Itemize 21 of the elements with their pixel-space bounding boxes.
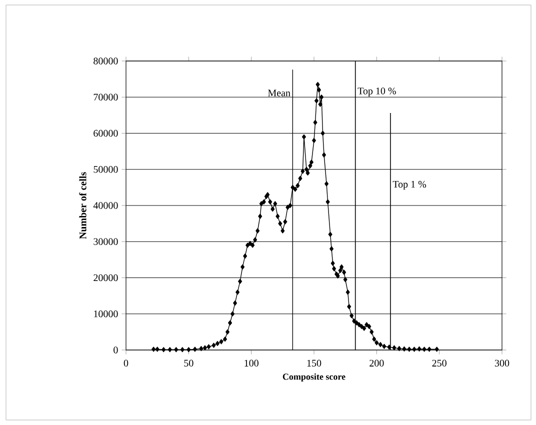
x-tick-label: 200 [370,360,384,367]
ref-line-label: Top 1 % [392,180,426,190]
x-tick-label: 250 [432,360,446,367]
ref-line-label: Top 10 % [358,88,396,96]
x-tick-label: 150 [307,360,322,367]
x-axis-title: Composite score [282,373,346,382]
x-tick-label: 100 [244,360,258,367]
ref-line-label: Mean [268,90,290,96]
x-tick-label: 0 [124,360,128,367]
y-tick-label: 20000 [94,274,118,282]
y-axis-title: Number of cells [79,172,86,239]
x-tick-label: 300 [494,360,510,367]
y-tick-label: 80000 [94,58,118,64]
y-tick-label: 50000 [94,166,118,173]
y-tick-label: 10000 [94,310,118,318]
x-tick-label: 50 [184,360,194,367]
y-tick-label: 70000 [94,94,118,100]
y-tick-label: 60000 [94,130,118,137]
y-tick-label: 0 [114,346,118,354]
y-tick-label: 40000 [93,202,118,209]
y-tick-label: 30000 [94,238,118,245]
